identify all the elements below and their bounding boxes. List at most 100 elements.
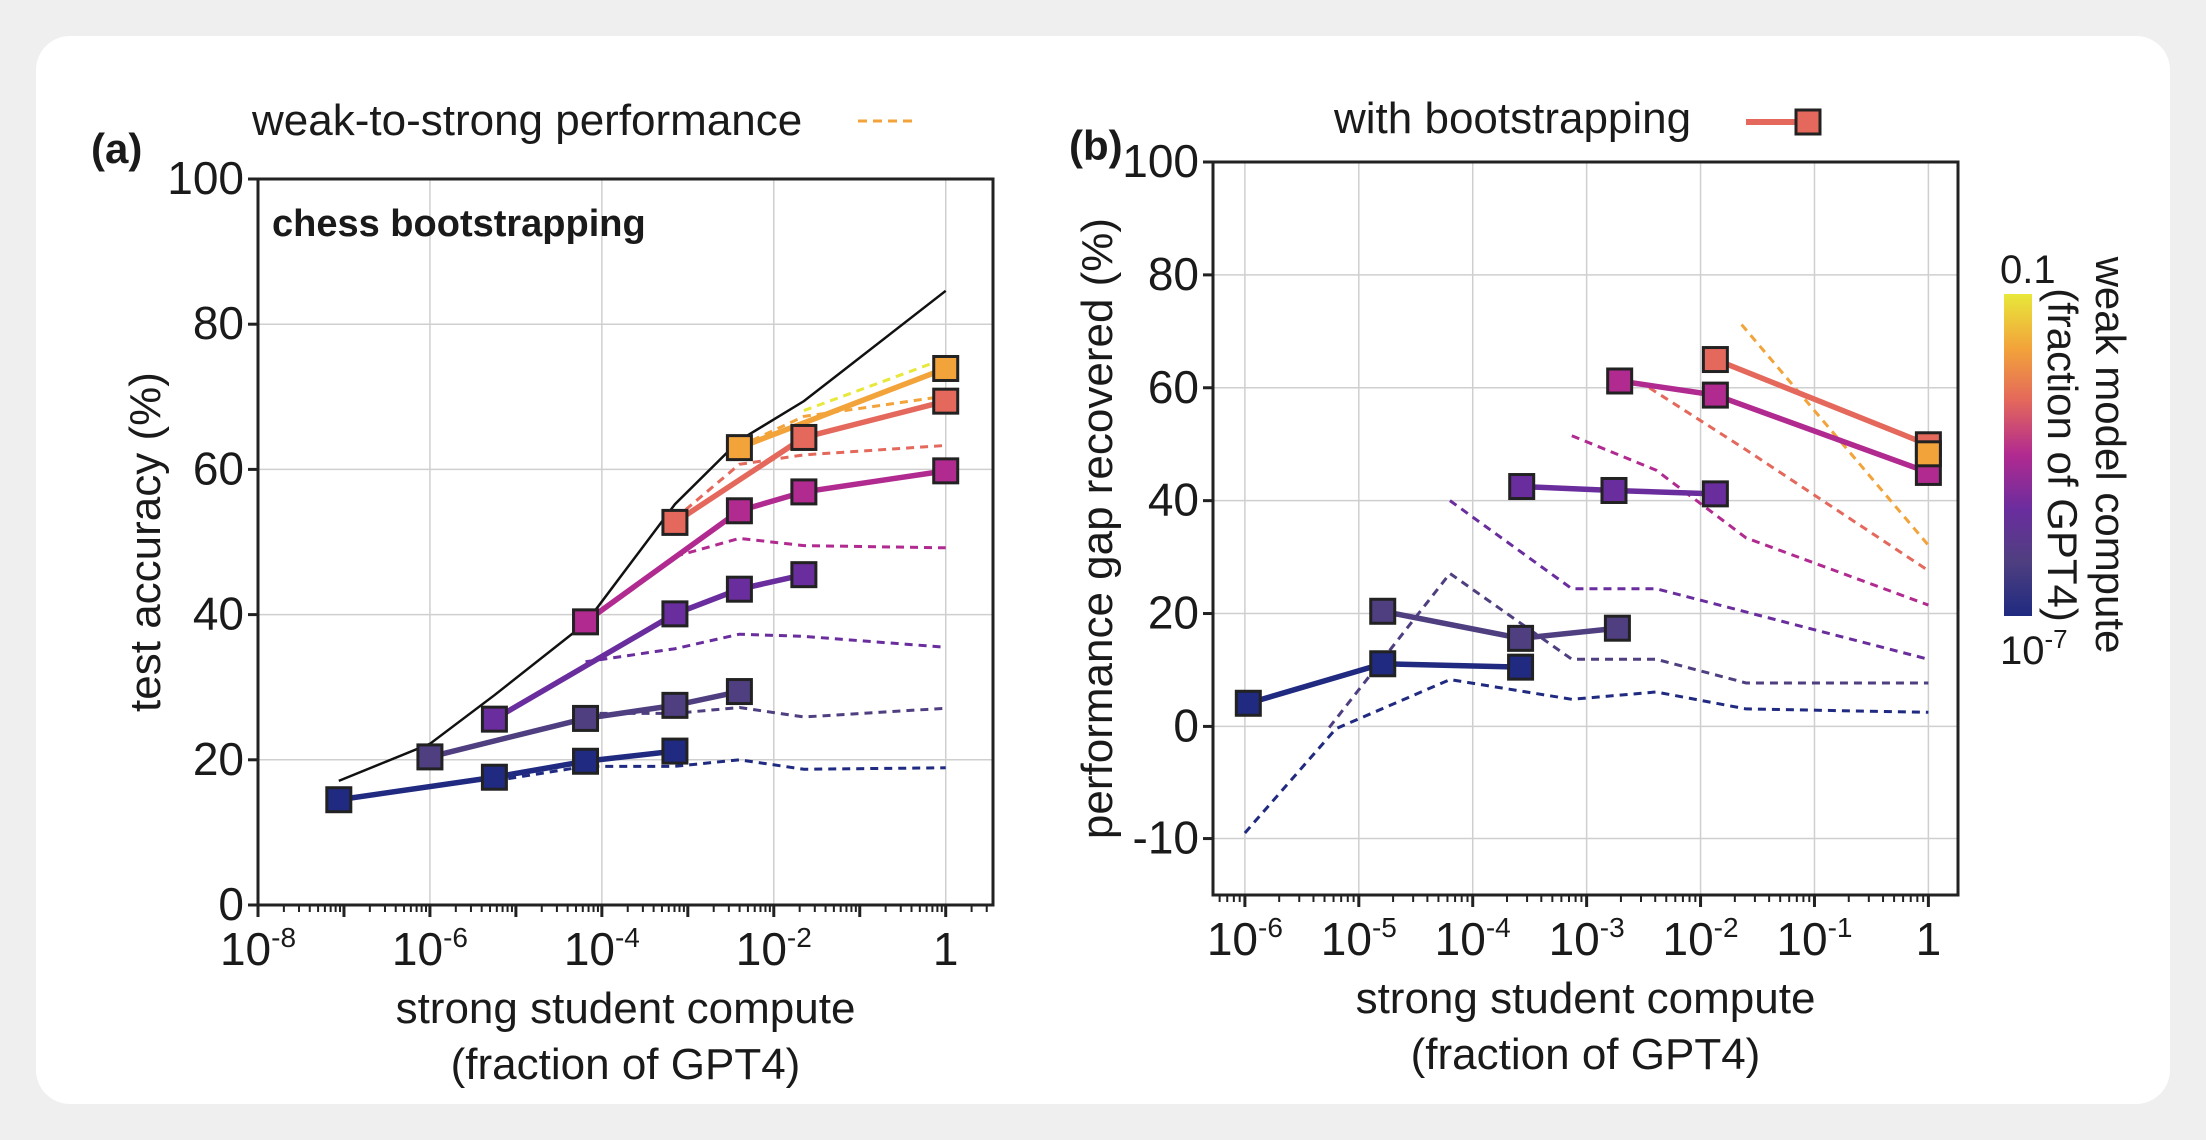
bootstrapping-line [493,571,805,722]
x-tick-label-base: 10 [392,923,443,975]
y-tick-label: 100 [1122,135,1199,187]
y-tick-label: 40 [193,588,244,640]
bootstrapping-marker [1701,480,1729,508]
weak-to-strong-dashed-line [494,758,946,783]
x-tick-label: 10-8 [220,922,296,975]
weak-to-strong-dashed-line [1328,571,1929,729]
colorbar-bottom-label: 10-7 [2000,624,2068,673]
colorbar-top-label: 0.1 [2000,248,2056,292]
colorbar-label-line1: weak model compute [2087,256,2134,654]
bootstrapping-marker [325,786,353,814]
y-tick-label: 80 [193,297,244,349]
x-tick-label-base: 10 [1549,913,1600,965]
card-background [36,36,2170,1104]
panel-label: (b) [1069,122,1123,169]
x-axis-label: strong student compute [1356,974,1816,1023]
bootstrapping-line [1714,356,1930,448]
x-axis-label-line2: (fraction of GPT4) [1411,1030,1761,1079]
x-tick-label: 10-6 [392,922,468,975]
bootstrapping-marker [572,747,600,775]
weak-to-strong-dashed-line [738,394,946,448]
x-tick-label: 10-2 [1663,912,1739,965]
y-tick-label: 20 [193,733,244,785]
y-tick-label: 0 [218,878,244,930]
x-tick-label-exponent: -4 [1486,912,1511,943]
plot-frame [256,177,995,907]
legend-bootstrapping-label: with bootstrapping [1333,94,1691,143]
weak-to-strong-dashed-line [1648,386,1930,572]
bootstrapping-marker [1234,689,1262,717]
bootstrapping-marker [725,678,753,706]
weak-to-strong-dashed-line [1571,434,1929,607]
x-tick-label-base: 10 [1435,913,1486,965]
bootstrapping-line [583,468,947,625]
x-tick-label-exponent: -4 [615,922,640,953]
bootstrapping-marker [1369,597,1397,625]
bootstrapping-marker [572,608,600,636]
legend-weak-to-strong-label: weak-to-strong performance [251,96,802,145]
x-tick-label-base: 10 [220,923,271,975]
x-tick-label-exponent: -6 [1258,912,1283,943]
y-axis-label: test accuracy (%) [121,372,170,712]
x-tick-label-exponent: -1 [1828,912,1853,943]
y-tick-label: 20 [1148,587,1199,639]
y-axis-label: performance gap recovered (%) [1073,218,1122,839]
x-tick-label: 10-5 [1321,912,1397,965]
bootstrapping-marker [790,423,818,451]
x-tick-label: 1 [1916,913,1942,965]
bootstrapping-line [738,365,947,451]
bootstrapping-marker [1600,476,1628,504]
bootstrapping-marker [1369,650,1397,678]
y-tick-label: 40 [1148,474,1199,526]
x-tick-label-exponent: -2 [1714,912,1739,943]
bootstrapping-marker [661,737,689,765]
weak-to-strong-dashed-line [1449,499,1929,661]
x-tick-label-base: 10 [1207,913,1258,965]
bootstrapping-marker [790,478,818,506]
x-tick-label-base: 10 [1663,913,1714,965]
x-axis-label-line2: (fraction of GPT4) [451,1040,801,1089]
weak-to-strong-dashed-line [585,632,946,664]
y-tick-label: 80 [1148,248,1199,300]
x-tick-label-exponent: -8 [271,922,296,953]
x-tick-label-base: 10 [736,923,787,975]
x-tick-label-base: 10 [564,923,615,975]
panel-label: (a) [91,125,142,172]
bootstrapping-marker [416,743,444,771]
x-tick-label-base: 1 [933,923,959,975]
weak-to-strong-dashed-line [1740,323,1930,547]
x-tick-label-exponent: -2 [787,922,812,953]
bootstrapping-marker [725,434,753,462]
y-tick-label: -10 [1133,812,1199,864]
bootstrapping-marker [572,704,600,732]
weak-to-strong-dashed-line [674,536,946,558]
chart-title: chess bootstrapping [272,203,646,245]
bootstrapping-marker [1507,624,1535,652]
bootstrapping-marker [725,575,753,603]
bootstrapping-line [429,688,740,760]
legend-bootstrapping-swatch-marker [1794,108,1822,136]
bootstrapping-marker [932,457,960,485]
bootstrapping-marker [661,508,689,536]
bootstrapping-marker [480,705,508,733]
weak-to-strong-dashed-line [1243,678,1929,834]
y-tick-label: 0 [1173,699,1199,751]
x-tick-label: 10-4 [1435,912,1511,965]
weak-to-strong-dashed-line [585,706,946,719]
bootstrapping-line [338,748,676,803]
x-tick-label-base: 1 [1916,913,1942,965]
x-tick-label: 10-3 [1549,912,1625,965]
bootstrapping-marker [932,387,960,415]
bootstrapping-marker [932,354,960,382]
bootstrapping-marker [1914,440,1942,468]
bootstrapping-marker [661,600,689,628]
x-tick-label-base: 10 [1321,913,1372,965]
y-tick-label: 60 [193,442,244,494]
bootstrapping-marker [1508,473,1536,501]
x-tick-label: 1 [933,923,959,975]
colorbar: 0.1 10-7 weak model compute (fraction of… [2000,248,2134,673]
bootstrapping-marker [725,497,753,525]
